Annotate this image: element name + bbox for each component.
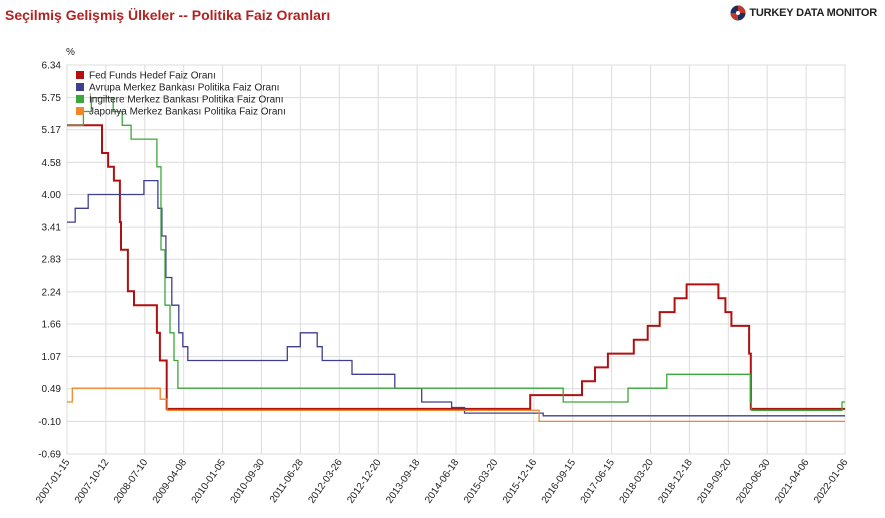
series-line-3: [67, 96, 845, 411]
x-tick-label: 2015-03-20: [462, 457, 501, 506]
x-tick-label: 2012-03-26: [306, 457, 345, 506]
x-tick-label: 2016-09-15: [540, 457, 579, 506]
x-tick-label: 2007-01-15: [34, 457, 73, 506]
legend-label: İngiltere Merkez Bankası Politika Faiz O…: [89, 93, 284, 106]
y-tick-label: 6.34: [42, 61, 62, 72]
page-title: Seçilmiş Gelişmiş Ülkeler -- Politika Fa…: [5, 7, 331, 23]
y-tick-label: -0.69: [38, 450, 61, 461]
legend-swatch: [76, 95, 84, 103]
y-tick-label: 4.00: [42, 190, 62, 201]
x-tick-label: 2011-06-28: [268, 457, 306, 505]
brand-name: TURKEY DATA MONITOR: [749, 7, 877, 19]
y-tick-label: 0.49: [42, 384, 62, 395]
x-tick-label: 2008-07-10: [112, 457, 151, 506]
x-tick-label: 2022-01-06: [812, 457, 851, 506]
legend-label: Avrupa Merkez Bankası Politika Faiz Oran…: [89, 83, 279, 94]
legend-swatch: [76, 107, 84, 115]
x-tick-label: 2021-04-06: [773, 457, 812, 506]
x-tick-label: 2014-06-18: [423, 457, 462, 506]
x-tick-label: 2019-09-20: [695, 457, 734, 506]
x-tick-label: 2020-06-30: [734, 457, 773, 506]
x-tick-label: 2012-12-20: [345, 457, 384, 506]
y-tick-label: -0.10: [38, 417, 61, 428]
y-axis-ticks: 6.34 5.75 5.17 4.58 4.00 3.41 2.83 2.24 1.66 1.07…: [38, 61, 61, 461]
y-tick-label: 2.24: [42, 287, 62, 298]
x-tick-label: 2009-04-08: [151, 457, 190, 506]
x-tick-label: 2015-12-16: [501, 457, 540, 506]
y-tick-label: 2.83: [42, 255, 62, 266]
x-axis-ticks: 2007-01-15 2007-10-12 2008-07-10 2009-04-08…: [34, 457, 851, 506]
y-axis-label: %: [66, 47, 75, 58]
x-tick-label: 2018-03-20: [618, 457, 657, 506]
globe-icon: [730, 5, 746, 21]
y-tick-label: 1.66: [42, 319, 62, 330]
y-tick-label: 5.17: [42, 125, 62, 136]
legend-label: Fed Funds Hedef Faiz Oranı: [89, 71, 216, 82]
y-tick-label: 4.58: [42, 158, 62, 169]
x-tick-label: 2010-01-05: [190, 457, 229, 506]
legend-label: Japonya Merkez Bankası Politika Faiz Ora…: [89, 107, 286, 118]
x-tick-label: 2018-12-18: [657, 457, 696, 506]
legend-swatch: [76, 83, 84, 91]
series-line-1: [67, 124, 845, 410]
x-tick-label: 2013-09-18: [384, 457, 423, 506]
y-tick-label: 5.75: [42, 93, 62, 104]
x-tick-label: 2017-06-15: [579, 457, 618, 506]
x-tick-label: 2010-09-30: [229, 457, 268, 506]
series-line-2: [67, 179, 845, 417]
y-tick-label: 1.07: [42, 352, 62, 363]
y-tick-label: 3.41: [42, 223, 62, 234]
legend-swatch: [76, 71, 84, 79]
brand-logo: TURKEY DATA MONITOR: [730, 5, 877, 21]
series-lines: [67, 96, 845, 423]
x-tick-label: 2007-10-12: [73, 457, 112, 506]
series-line-4: [67, 387, 845, 423]
chart-grid: [66, 64, 846, 455]
